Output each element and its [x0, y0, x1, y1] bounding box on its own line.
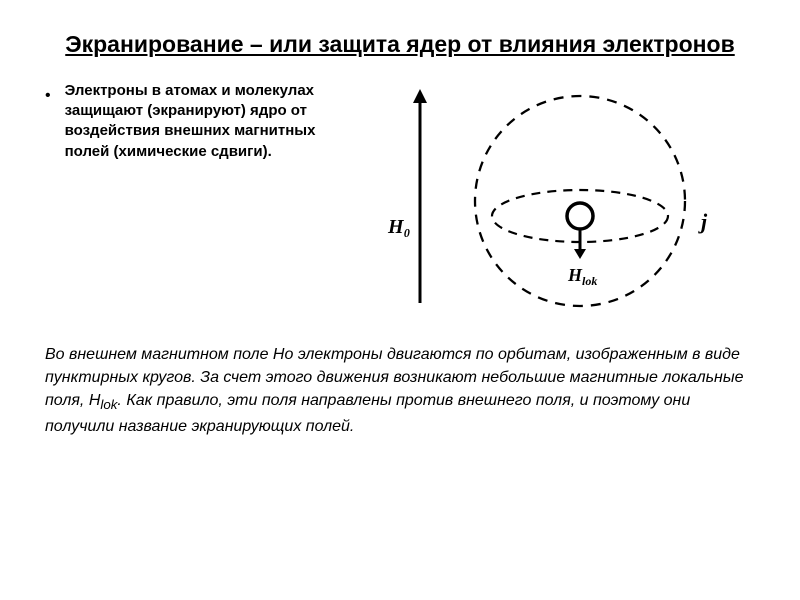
label-j: j	[698, 209, 708, 234]
bullet-marker-icon: •	[45, 87, 51, 105]
label-h0: H₀	[387, 216, 411, 238]
diagram-box: H₀ Hlok j	[385, 81, 725, 321]
nucleus-circle	[567, 203, 593, 229]
slide-container: Экранирование – или защита ядер от влиян…	[0, 0, 800, 600]
page-title: Экранирование – или защита ядер от влиян…	[45, 30, 755, 59]
bullet-text: Электроны в атомах и молекулах защищают …	[65, 81, 345, 162]
bullet-column: • Электроны в атомах и молекулах защищаю…	[45, 81, 345, 162]
caption-text: Во внешнем магнитном поле Но электроны д…	[45, 343, 755, 438]
content-row: • Электроны в атомах и молекулах защищаю…	[45, 81, 755, 321]
inner-arrow-head-icon	[574, 249, 586, 259]
arrow-up-head-icon	[413, 89, 427, 103]
label-hlok: Hlok	[567, 265, 597, 288]
diagram-svg: H₀ Hlok j	[385, 81, 725, 321]
subscript-lok: lok	[100, 397, 117, 412]
diagram-column: H₀ Hlok j	[355, 81, 755, 321]
